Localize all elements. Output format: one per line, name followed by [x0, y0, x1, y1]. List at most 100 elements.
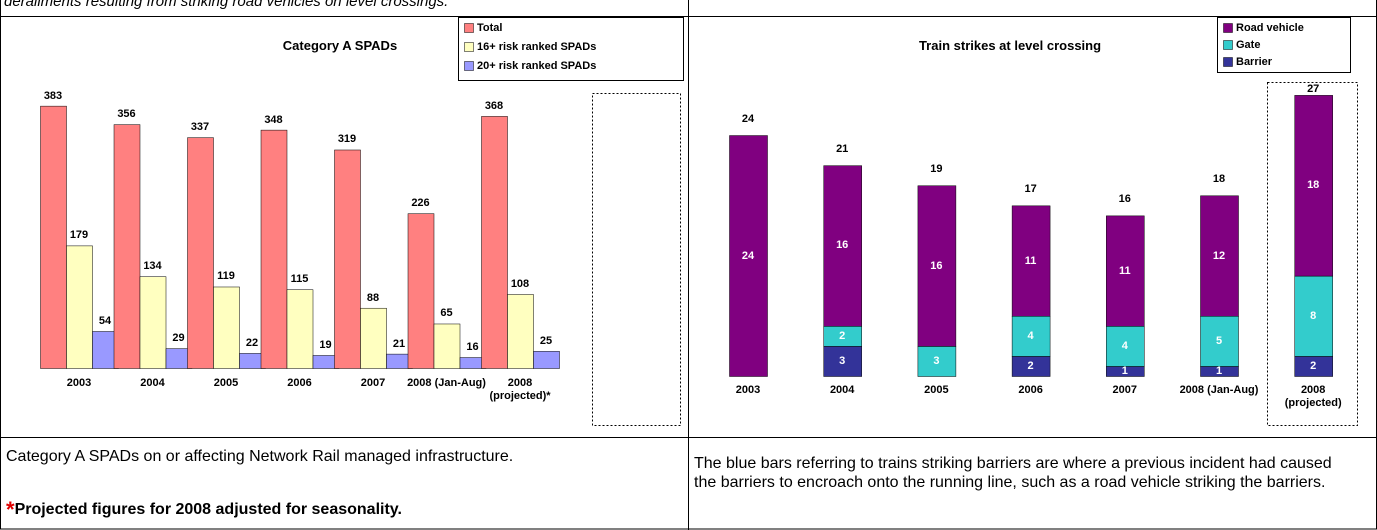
bar-segment [917, 185, 957, 347]
bar [507, 294, 534, 369]
x-tick-label: 2003 [735, 384, 761, 396]
x-tick-label: 2006 [287, 377, 312, 389]
segment-label: 1 [1215, 364, 1223, 377]
x-tick-label: 2003 [66, 377, 92, 389]
total-label: 16 [1118, 193, 1131, 206]
legend-label: 20+ risk ranked SPADs [477, 60, 597, 72]
segment-label: 2 [1027, 359, 1034, 372]
bar [187, 137, 214, 369]
value-label: 383 [43, 89, 63, 102]
segment-label: 4 [1121, 339, 1128, 352]
segment-label: 16 [930, 259, 943, 272]
x-tick-label: 2004 [140, 377, 165, 389]
legend-swatch [1223, 57, 1233, 67]
segment-label: 11 [1118, 264, 1131, 277]
value-label: 134 [143, 260, 162, 273]
value-label: 19 [319, 338, 332, 351]
value-label: 108 [510, 278, 530, 291]
value-label: 16 [466, 341, 479, 354]
bar [213, 286, 240, 369]
segment-label: 5 [1215, 334, 1223, 347]
total-label: 19 [930, 163, 943, 176]
value-label: 29 [172, 332, 185, 345]
value-label: 337 [190, 121, 210, 134]
segment-label: 3 [839, 354, 846, 367]
bar [334, 149, 361, 369]
value-label: 368 [484, 99, 504, 112]
x-tick-label: 2007 [1112, 384, 1138, 396]
legend-swatch [464, 23, 474, 33]
total-label: 17 [1024, 183, 1037, 196]
value-label: 65 [440, 307, 453, 320]
note: *Projected figures for 2008 adjusted for… [6, 497, 402, 522]
bar [360, 307, 387, 369]
bar [40, 105, 67, 369]
bar-segment [1200, 316, 1239, 367]
segment-label: 18 [1307, 179, 1320, 192]
header-text: derailments resulting from striking road… [4, 0, 449, 10]
note-mark: * [6, 497, 15, 522]
segment-label: 2 [839, 329, 846, 342]
bar-segment [1200, 195, 1239, 317]
bar-segment [823, 346, 862, 377]
segment-label: 2 [1310, 359, 1317, 372]
bar [533, 351, 560, 369]
value-label: 115 [290, 273, 309, 286]
x-tick-label: 2008 (Jan-Aug) [1179, 384, 1259, 396]
value-label: 319 [337, 133, 357, 146]
bar [66, 245, 93, 369]
legend-label: Gate [1236, 39, 1261, 51]
bar [407, 213, 435, 369]
chart-title: Category A SPADs [282, 38, 398, 53]
projection-box [592, 93, 681, 426]
segment-label: 24 [741, 249, 755, 262]
x-tick-label: 2004 [829, 384, 855, 396]
legend-swatch [1223, 23, 1233, 33]
value-label: 179 [69, 229, 89, 242]
legend-swatch [1223, 40, 1233, 50]
legend-label: 16+ risk ranked SPADs [477, 41, 597, 53]
bar [139, 276, 167, 369]
bar [481, 116, 508, 369]
x-tick-label: 2005 [213, 377, 239, 389]
caption: The blue bars referring to trains striki… [694, 455, 1332, 491]
legend-box [458, 17, 684, 81]
bar-segment [823, 165, 862, 327]
total-label: 27 [1307, 82, 1320, 95]
x-tick-label: 2008 (projected)* [489, 377, 551, 402]
value-label: 21 [392, 337, 406, 350]
value-label: 22 [245, 336, 259, 349]
chart-title: Train strikes at level crossing [918, 38, 1102, 53]
bar-segment [1294, 95, 1333, 277]
total-label: 18 [1212, 173, 1226, 186]
bar-segment [729, 135, 768, 377]
x-tick-label: 2008 (Jan-Aug) [407, 377, 486, 389]
value-label: 25 [539, 334, 553, 347]
value-label: 119 [217, 270, 235, 283]
bar-segment [1106, 215, 1145, 327]
note-text: Projected figures for 2008 adjusted for … [14, 501, 402, 518]
legend-label: Road vehicle [1236, 22, 1304, 34]
bar [260, 129, 288, 369]
segment-label: 3 [933, 354, 940, 367]
value-label: 226 [411, 197, 430, 210]
legend-label: Total [477, 22, 503, 34]
x-tick-label: 2006 [1018, 384, 1043, 396]
legend-label: Barrier [1236, 56, 1273, 68]
caption: Category A SPADs on or affecting Network… [6, 448, 514, 465]
value-label: 54 [98, 315, 112, 327]
x-tick-label: 2007 [360, 377, 386, 389]
value-label: 88 [366, 291, 380, 304]
bar-segment [1294, 275, 1333, 357]
bar-segment [1011, 316, 1051, 357]
x-tick-label: 2005 [924, 384, 949, 396]
bar [286, 289, 314, 369]
bar [433, 323, 461, 369]
legend-swatch [464, 61, 474, 71]
total-label: 24 [741, 113, 755, 126]
value-label: 356 [117, 108, 136, 121]
segment-label: 11 [1024, 254, 1037, 267]
segment-label: 4 [1027, 329, 1034, 342]
